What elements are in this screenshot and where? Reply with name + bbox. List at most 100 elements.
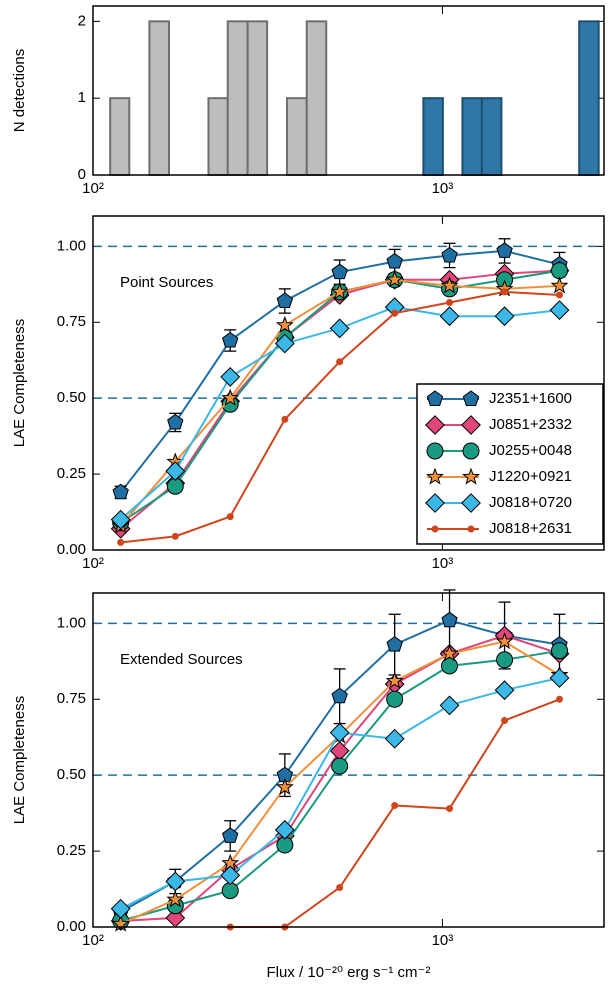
legend-label: J0818+0720 <box>489 494 572 511</box>
marker <box>494 680 515 701</box>
histogram-bar <box>578 20 600 177</box>
y-tick-label: 0.00 <box>57 918 86 935</box>
marker <box>275 315 294 333</box>
marker <box>446 299 454 307</box>
marker <box>112 483 129 500</box>
marker <box>386 252 403 269</box>
y-axis-label: LAE Completeness <box>11 319 28 447</box>
y-tick-label: 0.25 <box>57 465 86 482</box>
legend-label: J0818+2631 <box>489 520 572 537</box>
legend-marker <box>467 525 475 533</box>
legend-marker <box>462 390 480 406</box>
x-tick-label: 10² <box>82 555 104 572</box>
legend-marker <box>426 442 444 460</box>
legend-marker <box>426 467 444 485</box>
marker <box>440 644 459 662</box>
marker <box>165 871 186 892</box>
x-tick-label: 10³ <box>432 180 454 197</box>
legend-marker <box>431 525 439 533</box>
marker <box>556 291 564 299</box>
marker <box>385 270 404 288</box>
y-tick-label: 0 <box>78 166 86 183</box>
histogram-bar <box>285 97 308 176</box>
legend-marker <box>461 415 481 435</box>
histogram-bar <box>305 20 328 177</box>
marker <box>274 333 295 354</box>
marker <box>331 757 349 775</box>
y-tick-label: 0.00 <box>57 541 86 558</box>
histogram-bar <box>109 97 131 176</box>
y-axis-label: LAE Completeness <box>11 696 28 824</box>
marker <box>386 636 403 652</box>
marker <box>336 358 344 366</box>
marker <box>439 695 460 716</box>
marker <box>386 690 404 708</box>
y-tick-label: 1 <box>78 89 86 106</box>
marker <box>441 246 458 263</box>
marker <box>439 306 460 327</box>
marker <box>165 461 186 481</box>
marker <box>446 805 454 813</box>
marker <box>222 331 239 348</box>
marker <box>551 642 569 660</box>
histogram-bar <box>422 97 444 176</box>
plot-frame <box>92 5 605 176</box>
histogram-bar <box>480 97 503 176</box>
marker <box>329 318 350 339</box>
marker <box>501 717 509 725</box>
x-tick-label: 10³ <box>432 932 454 949</box>
marker <box>385 671 404 689</box>
marker <box>281 415 289 423</box>
plot-frame <box>92 592 605 928</box>
marker <box>330 282 349 300</box>
marker <box>331 687 348 704</box>
legend-label: J1220+0921 <box>489 468 572 485</box>
marker <box>494 306 515 327</box>
marker <box>336 884 344 892</box>
histogram-bar <box>207 97 229 176</box>
y-tick-label: 0.75 <box>57 690 86 707</box>
legend-marker <box>462 467 480 485</box>
marker <box>276 292 294 308</box>
legend-marker <box>426 390 444 406</box>
legend-marker <box>461 493 481 513</box>
y-tick-label: 0.75 <box>57 313 86 330</box>
marker <box>275 777 294 795</box>
histogram-bar <box>226 20 249 177</box>
marker <box>556 695 564 703</box>
marker <box>329 722 350 743</box>
marker <box>391 802 399 810</box>
marker <box>274 819 295 840</box>
plot-frame <box>92 215 605 551</box>
marker <box>441 611 458 628</box>
annotation: Extended Sources <box>120 651 243 668</box>
marker <box>166 890 185 908</box>
y-tick-label: 2 <box>78 12 86 29</box>
marker <box>551 262 569 280</box>
x-tick-label: 10² <box>82 180 104 197</box>
x-tick-label: 10³ <box>432 555 454 572</box>
annotation: Point Sources <box>120 274 213 291</box>
histogram-bar <box>461 97 483 176</box>
histogram-bar <box>148 20 170 177</box>
legend-label: J2351+1600 <box>489 390 572 407</box>
marker <box>441 657 459 675</box>
marker <box>117 538 125 546</box>
marker <box>496 651 514 669</box>
legend-label: J0255+0048 <box>489 442 572 459</box>
marker <box>110 898 131 919</box>
marker <box>495 632 514 650</box>
x-axis-label: Flux / 10⁻²⁰ erg s⁻¹ cm⁻² <box>267 964 431 981</box>
marker <box>496 242 513 258</box>
legend-marker <box>425 415 445 435</box>
marker <box>110 509 131 530</box>
legend-marker <box>425 493 445 513</box>
marker <box>549 668 570 688</box>
legend-box <box>416 383 604 545</box>
marker <box>384 728 405 749</box>
y-tick-label: 1.00 <box>57 614 86 631</box>
marker <box>167 413 184 430</box>
marker <box>220 367 241 387</box>
x-tick-label: 10² <box>82 932 104 949</box>
